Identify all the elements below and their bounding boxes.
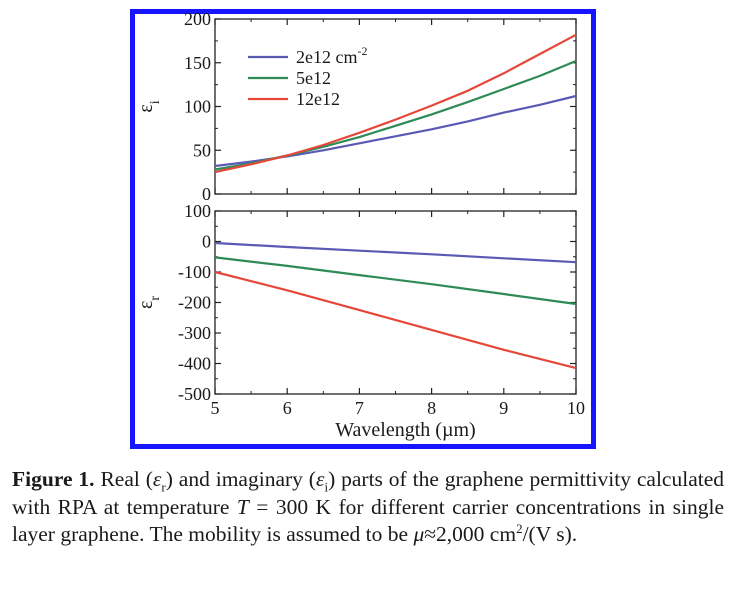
legend-label-text: 5e12 [296,68,331,88]
y-tick-label: 50 [193,140,211,160]
y-tick-label: 200 [184,9,211,29]
real-part-panel: -500 -400 -300 -200 -100 0 100 5 6 7 8 9 10 εr Wavelen… [135,201,585,441]
x-tick-label: 9 [499,398,508,418]
axes-frame [214,210,577,395]
x-axis-label: Wavelength (µm) [335,419,475,441]
y-tick-label: 0 [202,232,211,252]
y-tick-label: 150 [184,53,211,73]
series-line-3 [214,33,577,174]
y-tick-label: -300 [178,323,211,343]
series-line-3 [214,270,577,370]
y-tick-label: -200 [178,293,211,313]
y-axis-label: εi [135,100,163,112]
figure-frame [130,9,596,449]
y-tick-label: 100 [184,201,211,221]
legend-label-superscript: -2 [357,44,367,58]
axes-frame [214,18,577,195]
y-tick-label: 0 [202,184,211,204]
x-tick-label: 7 [355,398,364,418]
x-tick-label: 5 [211,398,220,418]
caption-label: Figure 1. [12,467,95,491]
x-tick-label: 10 [567,398,585,418]
series-line-1 [214,94,577,168]
x-tick-label: 8 [427,398,436,418]
y-axis-label-symbol: ε [135,301,157,309]
y-tick-label: -400 [178,354,211,374]
legend-label-text: 2e12 cm [296,47,357,67]
legend-label-text: 12e12 [296,89,340,109]
y-axis-label-subscript: i [148,100,163,104]
series-line-2 [214,256,577,306]
y-tick-label: -100 [178,262,211,282]
y-tick-label: 100 [184,97,211,117]
legend-label-3: 12e12 [296,89,340,109]
y-tick-label: -500 [178,384,211,404]
y-axis-label: εr [135,296,163,309]
y-axis-label-subscript: r [148,296,163,301]
legend-label-1: 2e12 cm-2 [296,44,367,67]
figure-caption: Figure 1. Real (εr) and imaginary (εi) p… [12,467,725,546]
y-axis-label-symbol: ε [135,104,157,112]
x-tick-label: 6 [283,398,292,418]
imaginary-part-panel: 0 50 100 150 200 εi [135,9,577,204]
series-line-1 [214,241,577,264]
legend-label-2: 5e12 [296,68,331,88]
